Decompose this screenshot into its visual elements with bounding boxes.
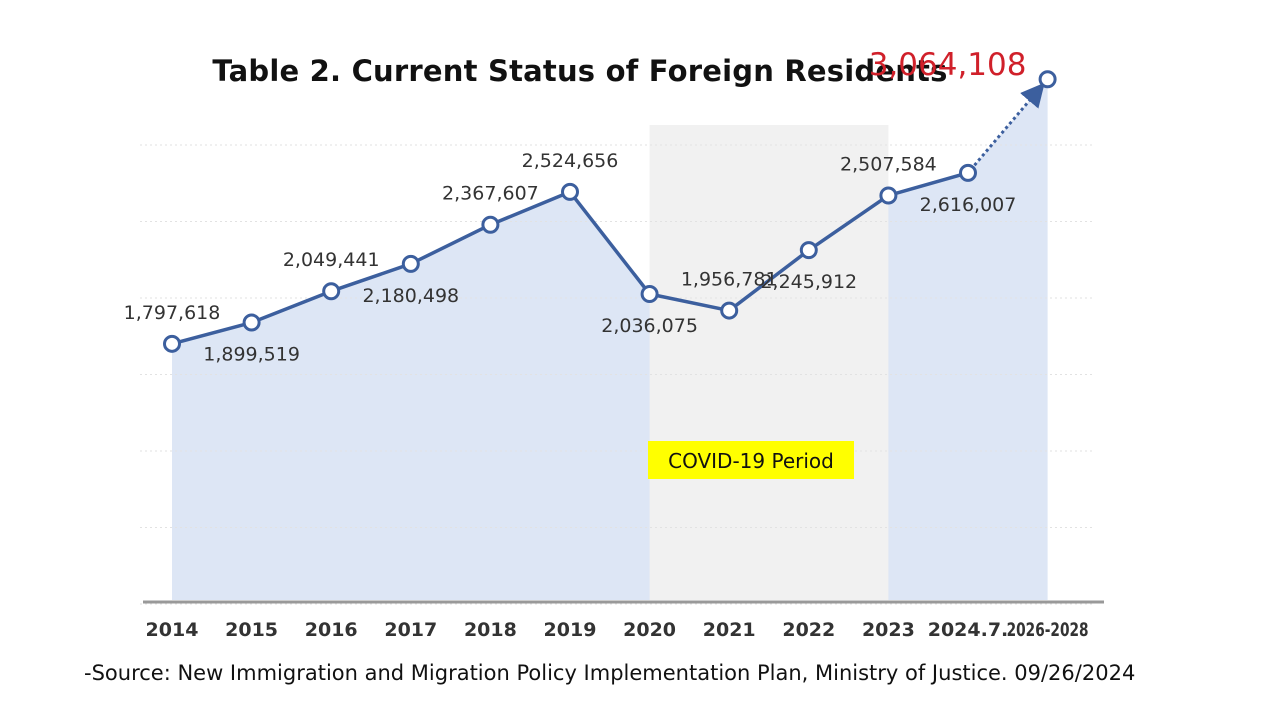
value-label-2015: 1,899,519: [203, 344, 300, 366]
data-point-2022: [799, 241, 818, 260]
data-point-2024.7.: [959, 163, 977, 182]
data-point-2020: [640, 285, 659, 303]
data-point-2016: [322, 282, 341, 301]
x-tick-2017: 2017: [384, 619, 437, 641]
x-tick-2021: 2021: [703, 619, 756, 641]
x-tick-2019: 2019: [544, 619, 597, 641]
x-tick-2022: 2022: [782, 619, 835, 641]
value-label-2016: 2,049,441: [283, 249, 380, 271]
source-note: -Source: New Immigration and Migration P…: [84, 661, 1136, 685]
x-tick-2014: 2014: [146, 619, 199, 641]
value-label-2023: 2,507,584: [840, 153, 937, 175]
data-point-2017: [401, 254, 420, 273]
chart-title: Table 2. Current Status of Foreign Resid…: [212, 54, 948, 88]
x-tick-2024.7.: 2024.7.: [928, 619, 1009, 641]
x-tick-2018: 2018: [464, 619, 517, 641]
data-point-2026-2028: [1038, 70, 1057, 89]
data-point-2018: [481, 215, 500, 234]
value-label-2020: 2,036,075: [601, 315, 698, 337]
covid-badge: [648, 441, 854, 479]
x-tick-2026-2028: 2026-2028: [1007, 619, 1089, 641]
covid-period-band: [649, 125, 889, 600]
value-label-2021: 1,956,781: [681, 269, 778, 291]
data-point-2015: [242, 313, 261, 332]
data-point-2019: [561, 182, 579, 201]
x-tick-2023: 2023: [862, 619, 915, 641]
x-tick-2016: 2016: [305, 619, 358, 641]
projection-line: [973, 82, 1045, 167]
covid-badge-label: COVID-19 Period: [668, 449, 834, 473]
data-point-2014: [163, 334, 181, 353]
x-tick-2020: 2020: [623, 619, 676, 641]
value-label-2018: 2,367,607: [442, 183, 539, 205]
value-label-2014: 1,797,618: [124, 302, 221, 324]
value-label-2026-2028: 3,064,108: [869, 47, 1027, 83]
value-label-2024.7.: 2,616,007: [920, 194, 1017, 216]
value-label-2022: 2,245,912: [760, 271, 857, 293]
value-label-2017: 2,180,498: [362, 285, 459, 307]
x-tick-2015: 2015: [225, 619, 278, 641]
data-point-2023: [879, 186, 898, 205]
value-label-2019: 2,524,656: [522, 150, 619, 172]
data-point-2021: [720, 301, 739, 320]
